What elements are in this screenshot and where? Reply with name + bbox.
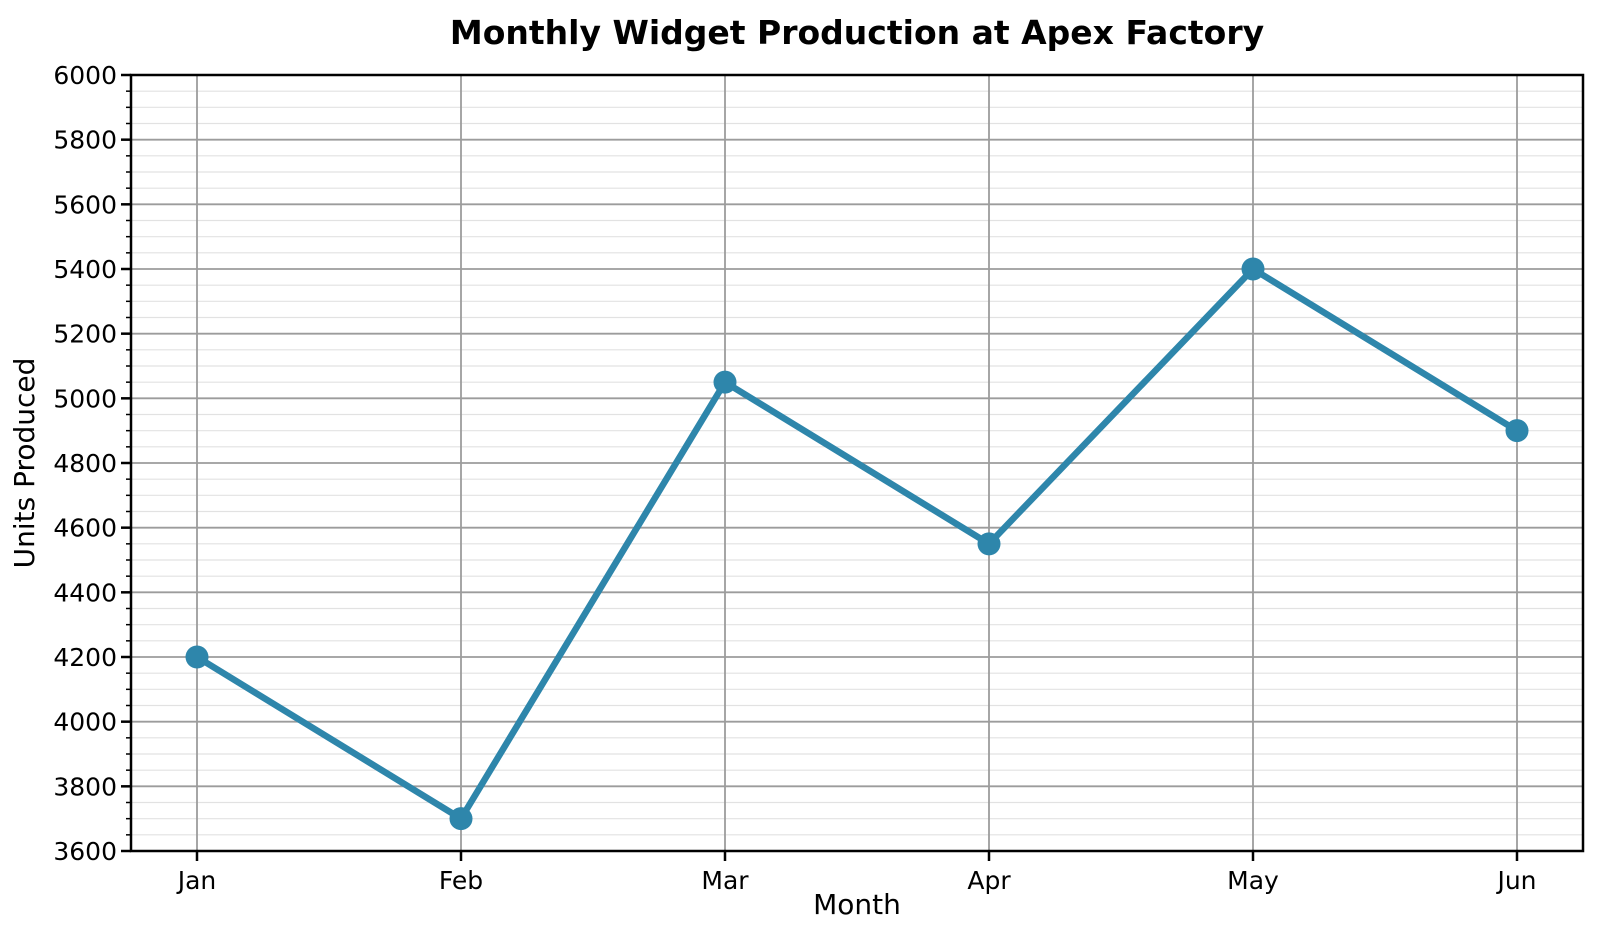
production-line <box>193 265 1521 822</box>
y-axis-title: Units Produced <box>8 358 41 569</box>
plot-border <box>129 73 1585 853</box>
data-point-apr <box>977 532 1001 556</box>
y-tick-label: 5600 <box>53 190 117 219</box>
data-point-may <box>1241 257 1265 281</box>
y-tick-label: 4000 <box>53 708 117 737</box>
x-tick-label: Apr <box>967 866 1011 895</box>
y-tick-label: 3800 <box>53 772 117 801</box>
x-tick-label: Jun <box>1495 866 1536 895</box>
x-axis-title: Month <box>813 888 901 921</box>
y-tick-label: 6000 <box>53 61 117 90</box>
x-tick-label: May <box>1227 866 1279 895</box>
data-point-mar <box>713 370 737 394</box>
y-tick-label: 5200 <box>53 320 117 349</box>
data-point-jan <box>185 645 209 669</box>
data-point-jun <box>1505 419 1529 443</box>
y-tick-label: 4800 <box>53 449 117 478</box>
y-tick-label: 4200 <box>53 643 117 672</box>
plot-area: 3600 3800 4000 4200 4400 4600 4800 5000 5200 5400… <box>53 61 1585 895</box>
y-tick-label: 4400 <box>53 578 117 607</box>
data-point-feb <box>449 807 473 831</box>
x-tick-label: Jan <box>176 866 217 895</box>
x-tick-label: Mar <box>701 866 749 895</box>
chart-title: Monthly Widget Production at Apex Factor… <box>450 13 1264 52</box>
x-tick-label: Feb <box>439 866 483 895</box>
y-tick-label: 3600 <box>53 837 117 866</box>
y-tick-label: 5400 <box>53 255 117 284</box>
y-tick-label: 4600 <box>53 514 117 543</box>
y-tick-label: 5000 <box>53 384 117 413</box>
y-tick-label: 5800 <box>53 126 117 155</box>
